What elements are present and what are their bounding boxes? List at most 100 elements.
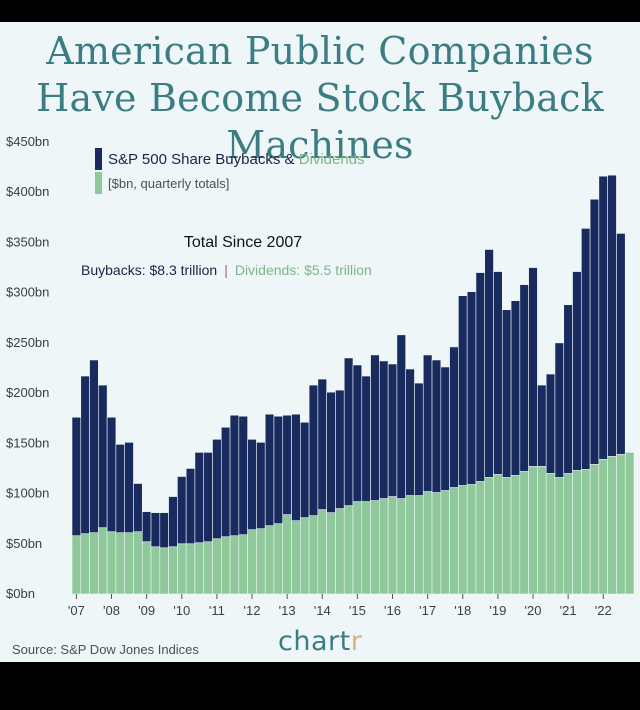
bar-dividends (581, 469, 591, 595)
legend-buybacks-label: Share Buybacks (171, 151, 280, 168)
bar-dividends (607, 456, 617, 595)
bar-dividends (282, 514, 292, 595)
bar-buybacks (537, 384, 547, 467)
bar-dividends (106, 531, 117, 595)
bar-dividends (387, 496, 398, 595)
bar-dividends (291, 520, 301, 595)
bar-dividends (501, 477, 512, 595)
bar-buybacks (308, 384, 319, 516)
bar-dividends (624, 452, 635, 595)
x-tick-label: '13 (279, 603, 296, 618)
bar-dividends (449, 487, 459, 595)
bar-dividends (396, 498, 406, 595)
bar-dividends (370, 500, 380, 595)
bar-buybacks (501, 309, 512, 478)
bar-dividends (440, 490, 450, 595)
x-tick-label: '11 (209, 603, 225, 618)
x-tick-label: '16 (384, 603, 401, 618)
bar-dividends (238, 534, 248, 595)
bar-buybacks (133, 483, 143, 533)
x-tick-label: '09 (138, 603, 155, 618)
bar-buybacks (510, 300, 521, 476)
bar-dividends (335, 508, 345, 595)
bar-buybacks (519, 284, 529, 472)
legend-swatch-dividends (95, 172, 102, 194)
bar-buybacks (229, 414, 240, 537)
bar-dividends (203, 541, 213, 595)
bar-buybacks (212, 439, 222, 540)
bar-dividends (405, 495, 415, 595)
bar-buybacks (80, 375, 90, 535)
x-tick-label: '19 (489, 603, 506, 618)
bar-dividends (133, 531, 143, 595)
x-tick-label: '22 (595, 603, 612, 618)
bar-dividends (519, 471, 529, 595)
x-tick-label: '12 (244, 603, 261, 618)
totals-dividends: Dividends: $5.5 trillion (235, 262, 372, 278)
bar-dividends (177, 543, 187, 595)
bar-buybacks (414, 382, 424, 496)
bar-dividends (422, 491, 433, 595)
logo-main: chart (278, 626, 351, 657)
bar-dividends (80, 533, 90, 595)
bar-dividends (343, 505, 354, 595)
bar-dividends (554, 477, 565, 595)
bars-group (71, 174, 635, 595)
bar-buybacks (317, 378, 327, 510)
bar-buybacks (563, 304, 573, 474)
x-tick-label: '08 (103, 603, 120, 618)
bar-buybacks (124, 442, 134, 534)
bar-buybacks (396, 334, 406, 499)
bar-dividends (89, 532, 99, 595)
bar-buybacks (554, 342, 565, 478)
bar-dividends (352, 501, 363, 595)
bar-buybacks (264, 413, 275, 526)
bar-buybacks (115, 444, 125, 534)
bar-buybacks (607, 174, 617, 457)
bar-dividends (264, 525, 275, 595)
bar-buybacks (282, 414, 292, 515)
bar-buybacks (343, 357, 354, 506)
bar-buybacks (247, 439, 257, 531)
bar-buybacks (449, 346, 459, 488)
legend: S&P 500 Share Buybacks & Dividends [$bn,… (95, 148, 365, 194)
bar-buybacks (387, 363, 398, 497)
bar-dividends (616, 454, 626, 595)
x-tick-label: '21 (560, 603, 577, 618)
bar-buybacks (361, 375, 371, 502)
y-tick-label: $350bn (6, 234, 49, 249)
bar-dividends (212, 538, 222, 595)
y-tick-label: $400bn (6, 184, 49, 199)
x-tick-label: '14 (314, 603, 331, 618)
bar-buybacks (335, 389, 345, 509)
bar-buybacks (106, 416, 117, 533)
bar-buybacks (141, 511, 152, 543)
bar-dividends (256, 528, 266, 595)
bar-dividends (326, 512, 336, 595)
bar-dividends (458, 485, 468, 595)
bar-dividends (466, 484, 477, 595)
totals-separator: | (224, 262, 228, 278)
y-tick-label: $200bn (6, 385, 49, 400)
bar-dividends (220, 536, 231, 595)
bar-buybacks (300, 421, 310, 518)
chart-title: American Public Companies Have Become St… (36, 29, 604, 167)
legend-subtitle: [$bn, quarterly totals] (108, 176, 229, 191)
x-tick-label: '18 (454, 603, 471, 618)
totals-buybacks: Buybacks: $8.3 trillion (81, 262, 217, 278)
bar-dividends (545, 473, 556, 595)
bar-buybacks (431, 359, 442, 493)
bar-dividends (229, 535, 240, 595)
bar-dividends (194, 542, 205, 595)
bar-dividends (598, 459, 608, 595)
bar-dividends (572, 470, 582, 595)
bar-dividends (185, 543, 196, 595)
bar-buybacks (458, 295, 468, 486)
bar-buybacks (422, 354, 433, 492)
bar-buybacks (98, 384, 108, 529)
x-tick-label: '15 (349, 603, 366, 618)
bar-buybacks (379, 360, 389, 499)
bar-dividends (247, 529, 257, 595)
bar-buybacks (185, 468, 196, 545)
bar-buybacks (273, 415, 284, 524)
